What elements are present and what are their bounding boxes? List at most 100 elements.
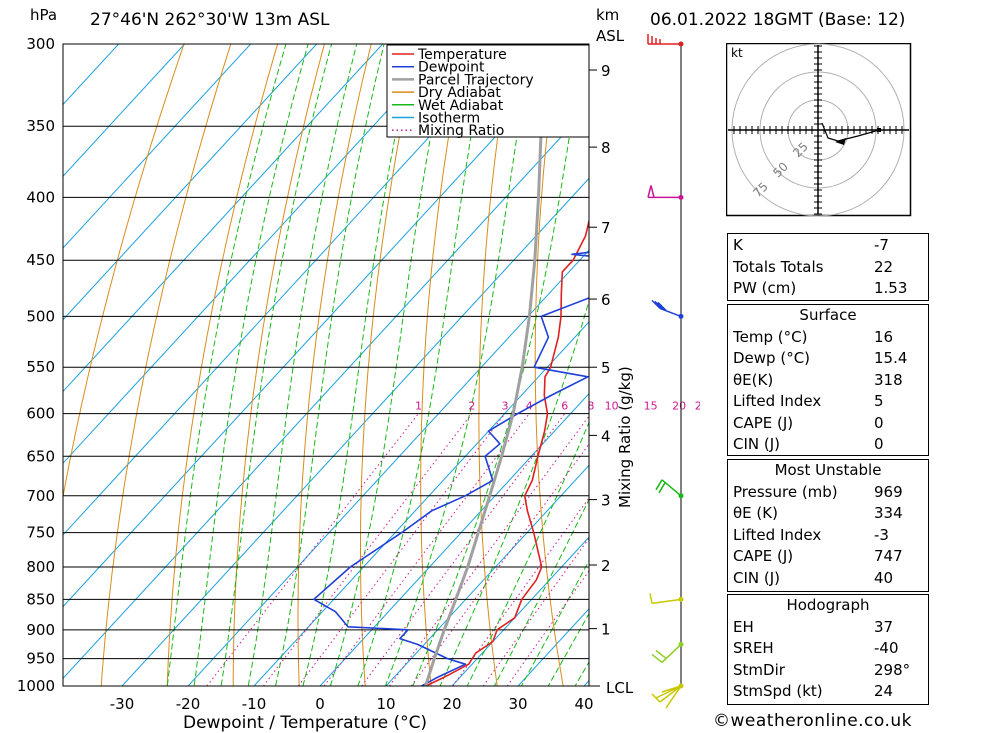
isotherm-line [451,536,589,686]
dry-adiabat-line [420,44,466,686]
pressure-tick-label: 700 [26,487,55,505]
mixing-ratio-label: 20 [672,400,686,413]
mixing-ratio-label: 3 [501,400,508,413]
table-row: Lifted Index 5 [733,392,884,410]
pressure-tick-label: 800 [26,558,55,576]
wet-adiabat-line [220,44,333,686]
legend-label: Wet Adiabat [418,98,504,114]
skewt-chart: 12346810152025 3003504004505005506006507… [0,7,700,733]
wet-adiabat-line [384,44,533,686]
copyright-link[interactable]: ©weatheronline.co.uk [713,711,913,731]
mixing-ratio-line [452,497,589,686]
x-axis-title: Dewpoint / Temperature (°C) [183,713,427,733]
hodograph-table-title: Hodograph [786,596,870,614]
plot-frame [62,43,590,687]
datetime-title: 06.01.2022 18GMT (Base: 12) [650,10,906,30]
km-tick-label: 8 [601,139,611,157]
legend-label: Mixing Ratio [418,123,504,139]
pressure-tick-label: 750 [26,524,55,542]
table-row: StmSpd (kt) 24 [733,682,894,700]
wind-barb [647,34,681,45]
dry-adiabat-line [694,7,700,712]
isotherm-line [187,249,589,686]
dry-adiabat-line [166,44,279,686]
wind-barb [651,299,682,318]
x-tick-label: 20 [442,695,461,713]
table-row: StmDir 298° [733,660,911,679]
table-row: EH 37 [733,617,894,636]
dry-adiabat-line [643,7,700,712]
mixing-ratio-line [323,413,530,686]
wind-barb [651,643,682,664]
isotherm-line [63,44,252,249]
km-tick-label: 2 [601,557,611,575]
table-row: θE (K) 334 [733,504,903,522]
table-row: Lifted Index -3 [733,525,889,544]
x-tick-label: 30 [508,695,527,713]
mixing-ratio-axis-title: Mixing Ratio (g/kg) [616,366,634,508]
mixing-ratio-line [388,415,589,686]
dry-adiabat-line [590,7,635,712]
mixing-ratio-label: 10 [605,400,619,413]
dry-adiabat-line [63,44,185,500]
mixing-ratio-label: 8 [587,400,594,413]
km-tick-label: 6 [601,291,611,309]
pressure-tick-label: 550 [26,358,55,376]
wet-adiabat-line [439,299,589,686]
table-row: PW (cm) 1.53 [733,279,908,297]
series-line-temperature [425,217,589,686]
legend-label: Temperature [417,47,507,63]
table-row: θE(K) 318 [733,370,903,389]
hpa-unit-label: hPa [30,6,58,24]
km-tick-label: 1 [601,621,611,639]
x-tick-label: -30 [110,695,135,713]
mixing-ratio-label: 1 [415,400,422,413]
table-row: CIN (J) 40 [733,568,894,587]
mixing-ratio-label: 4 [526,400,533,413]
mixing-ratio-label: 6 [561,400,568,413]
wind-barb [649,593,682,605]
wet-adiabat-line [166,44,287,686]
table-row: Dewp (°C) 15.4 [733,349,908,367]
pressure-tick-label: 500 [26,307,55,325]
dry-adiabat-line [232,44,325,686]
wet-adiabat-line [329,44,449,686]
surface-table: Surface Temp (°C) 16 Dewp (°C) 15.4 θE(K) 3… [727,304,929,456]
legend-label: Parcel Trajectory [418,72,534,88]
wet-adiabat-line [274,44,385,686]
isotherm-line [385,464,589,686]
table-row: K -7 [733,236,889,254]
mixing-ratio-line [361,413,566,686]
table-row: CAPE (J) 0 [733,413,884,432]
dry-adiabat-line [360,44,419,686]
mixing-ratio-label: 25 [695,400,700,413]
wet-adiabat-line [357,44,488,686]
table-row: SREH -40 [733,639,899,657]
pressure-tick-label: 400 [26,188,55,206]
pressure-tick-label: 350 [26,117,55,135]
pressure-tick-label: 450 [26,251,55,269]
km-tick-label: 5 [601,359,611,377]
wet-adiabat-line [302,44,415,686]
dry-adiabat-line [297,44,372,686]
wind-barb [655,479,682,497]
pressure-tick-label: 1000 [17,677,55,695]
x-tick-label: -20 [176,695,201,713]
x-tick-label: 40 [574,695,593,713]
mixing-ratio-line [262,413,473,686]
indices-table: K -7 Totals Totals 22 PW (cm) 1.53 [727,233,929,301]
pressure-tick-label: 900 [26,621,55,639]
pressure-tick-label: 950 [26,650,55,668]
isotherm-line [0,7,21,712]
asl-unit-label: ASL [596,27,625,45]
series-line-dewpoint [313,251,589,686]
table-row: Pressure (mb) 969 [733,482,903,501]
wet-adiabat-line [193,44,309,686]
most-unstable-title: Most Unstable [774,461,882,479]
pressure-tick-label: 650 [26,447,55,465]
mixing-ratio-label: 2 [468,400,475,413]
dry-adiabat-line [534,44,564,686]
series-line-parcel-trajectory [424,44,546,686]
pressure-tick-label: 300 [26,35,55,53]
